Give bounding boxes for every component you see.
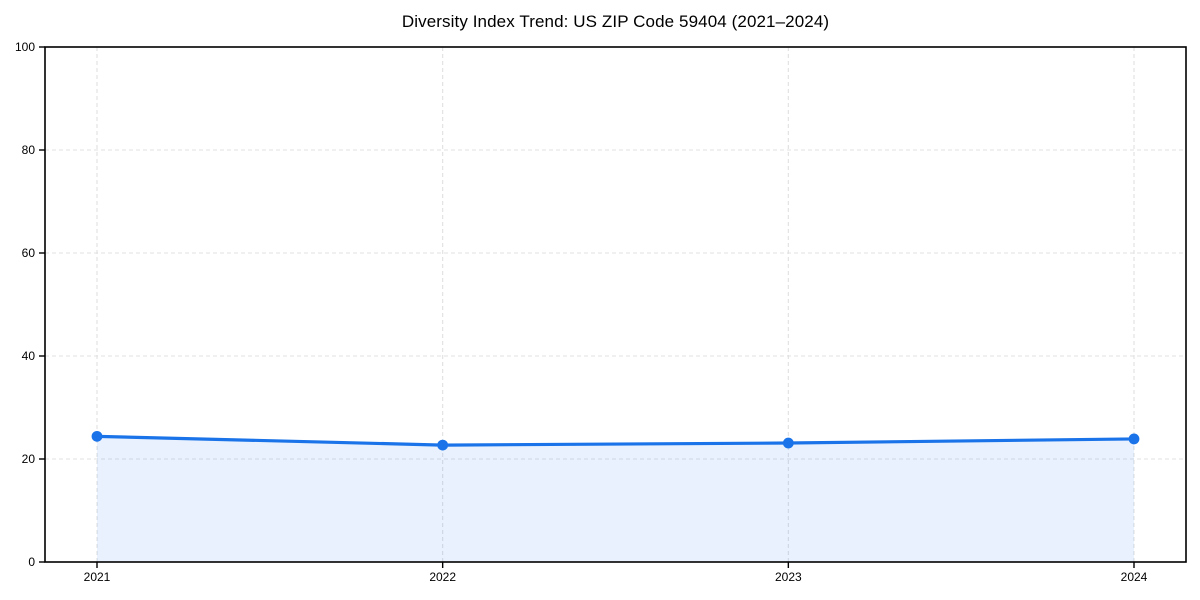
data-point	[782, 437, 794, 449]
x-tick-label: 2024	[1121, 570, 1148, 584]
chart-title: Diversity Index Trend: US ZIP Code 59404…	[401, 12, 830, 31]
y-tick-label: 0	[28, 555, 35, 569]
area-fill	[97, 436, 1134, 562]
x-tick-label: 2021	[84, 570, 111, 584]
data-point	[1128, 433, 1140, 445]
x-tick-label: 2023	[775, 570, 802, 584]
data-point	[91, 430, 103, 442]
series-line	[95, 434, 1136, 447]
y-tick-label: 40	[22, 349, 36, 363]
plot-frame	[44, 46, 1187, 563]
x-tick-label: 2022	[429, 570, 456, 584]
y-tick-label: 20	[22, 452, 36, 466]
data-point	[437, 439, 449, 451]
y-tick-label: 100	[15, 40, 35, 54]
y-tick-label: 60	[22, 246, 36, 260]
y-tick-label: 80	[22, 143, 36, 157]
